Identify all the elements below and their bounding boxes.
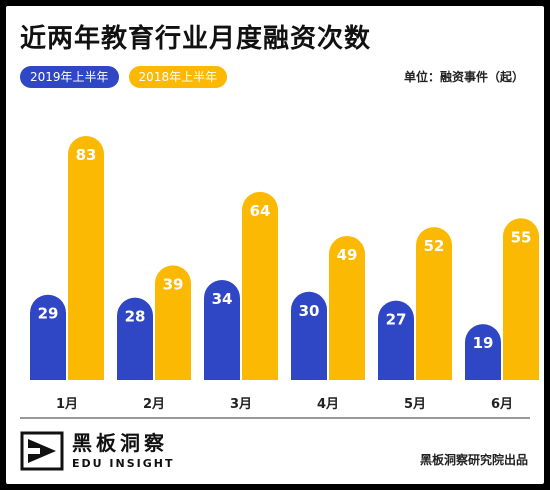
bar-2019-2 <box>117 297 153 380</box>
bar-2018-2 <box>155 265 191 380</box>
value-label-2019-5: 27 <box>386 311 407 329</box>
logo-name: 黑板洞察 <box>72 431 168 455</box>
legend: 2019年上半年 2018年上半年 <box>20 66 228 88</box>
category-label-2: 2月 <box>143 397 165 412</box>
logo-icon <box>20 431 64 471</box>
bar-2019-3 <box>204 280 240 380</box>
bar-2018-5 <box>416 227 452 380</box>
chart-card: 近两年教育行业月度融资次数 2019年上半年 2018年上半年 单位：融资事件（… <box>6 6 544 484</box>
value-label-2018-4: 49 <box>337 246 358 264</box>
value-label-2018-1: 83 <box>76 146 97 164</box>
category-label-3: 3月 <box>230 397 252 412</box>
brand-logo: 黑板洞察 EDU INSIGHT <box>20 431 174 471</box>
bar-2018-3 <box>242 191 278 380</box>
category-label-4: 4月 <box>317 397 339 412</box>
bar-2019-4 <box>291 291 327 380</box>
category-label-6: 6月 <box>491 397 513 412</box>
unit-label: 单位：融资事件（起） <box>403 70 524 84</box>
bar-2019-5 <box>378 300 414 380</box>
value-label-2018-6: 55 <box>511 228 532 246</box>
source-credit: 黑板洞察研究院出品 <box>419 453 528 467</box>
category-label-5: 5月 <box>404 397 426 412</box>
bar-2018-1 <box>68 135 104 380</box>
value-label-2019-2: 28 <box>125 308 146 326</box>
value-label-2018-3: 64 <box>250 202 271 220</box>
value-label-2019-4: 30 <box>299 302 320 320</box>
chart-title: 近两年教育行业月度融资次数 <box>20 24 372 54</box>
category-label-1: 1月 <box>56 397 78 412</box>
legend-item-2019: 2019年上半年 <box>20 66 119 88</box>
bar-chart: 29 83 1月 28 39 2月 34 64 3月 30 49 4月 27 52 5月 19 55 6月 <box>20 135 539 419</box>
bar-2018-4 <box>329 235 365 380</box>
value-label-2019-3: 34 <box>212 290 233 308</box>
bar-2019-6 <box>465 324 501 380</box>
value-label-2019-6: 19 <box>473 334 494 352</box>
legend-item-2018: 2018年上半年 <box>128 66 228 88</box>
bar-2018-6 <box>503 218 539 380</box>
value-label-2018-5: 52 <box>424 237 445 255</box>
value-label-2019-1: 29 <box>38 305 59 323</box>
logo-english: EDU INSIGHT <box>72 457 175 470</box>
value-label-2018-2: 39 <box>163 275 184 293</box>
bar-2019-1 <box>30 294 66 380</box>
